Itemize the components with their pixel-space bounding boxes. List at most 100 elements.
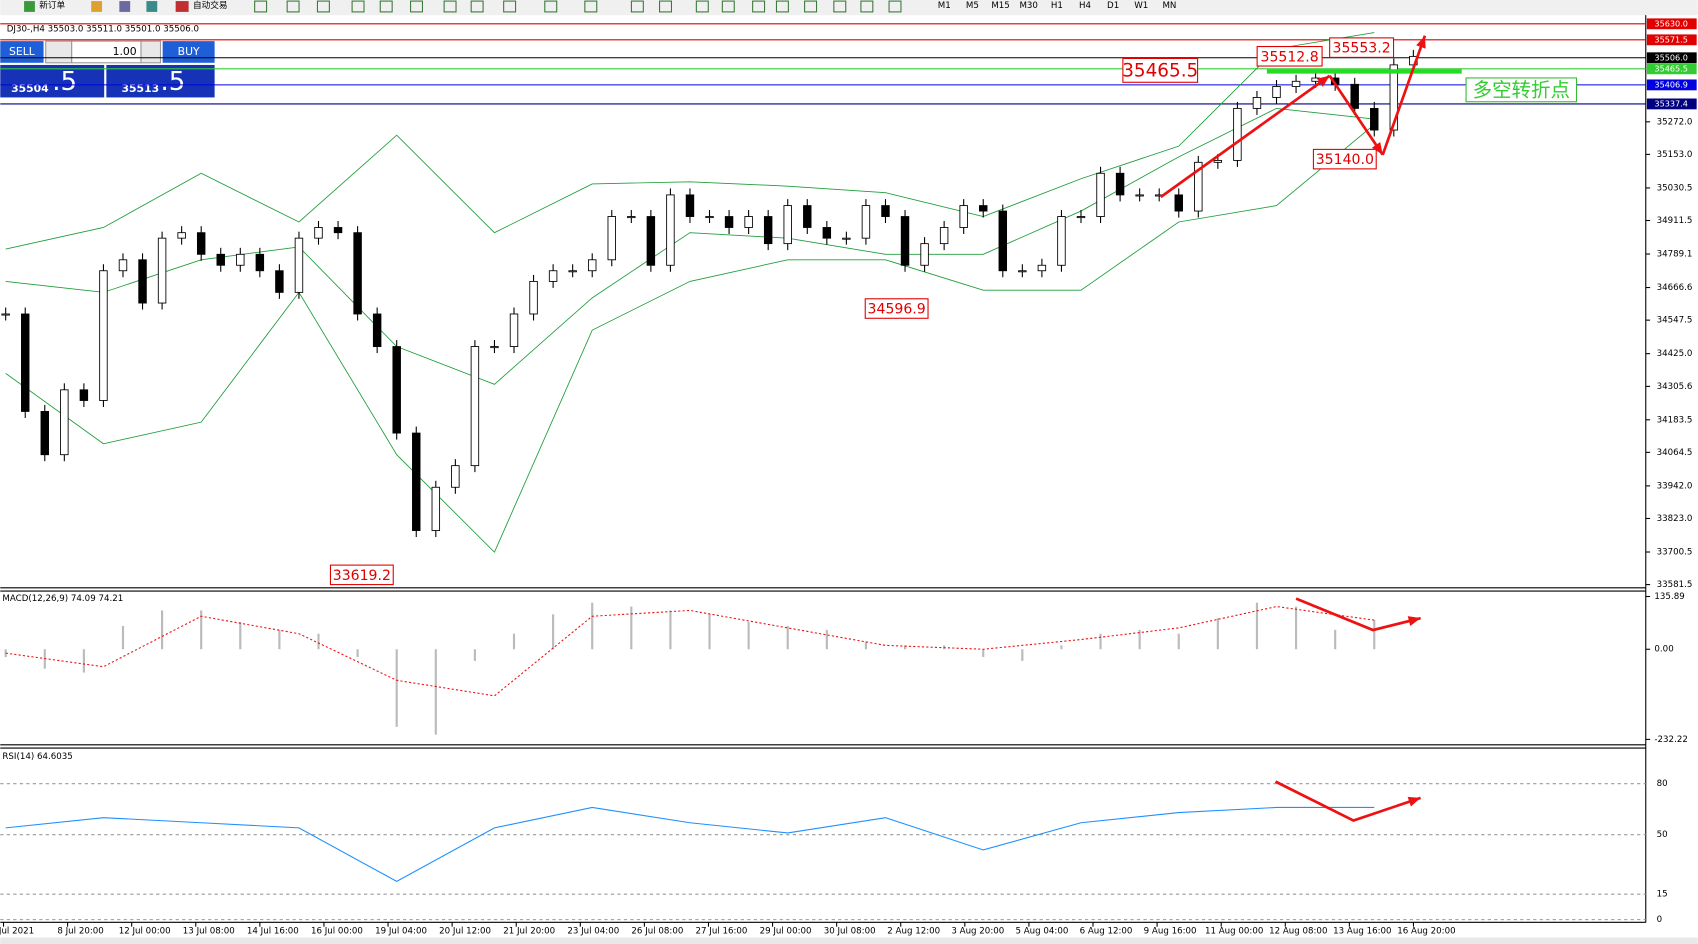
candle [1389,64,1399,131]
macd-bar [200,610,203,650]
candle [196,232,206,255]
candle [861,205,871,239]
sell-price[interactable]: 35504 [11,82,49,95]
macd-signal [5,605,1375,697]
price-label-box [1646,79,1697,91]
macd-bar [1060,645,1063,650]
candle [1233,107,1242,161]
trend-arrow-head [1316,75,1330,87]
price-label: 35337.4 [1654,98,1688,108]
macd-bar [1255,602,1259,650]
sell-label[interactable]: SELL [9,45,35,58]
buy-price[interactable]: 35513 [122,82,160,95]
y-tick-label: 34183.5 [1657,415,1693,425]
rsi-arrow [1274,780,1422,823]
candle [959,205,968,228]
annotation-box [1312,148,1377,170]
candle [705,216,714,219]
new-order[interactable]: 新订单 [39,0,65,11]
candle [1018,270,1027,273]
timeframe-button[interactable]: W1 [1134,1,1148,11]
macd-bar [786,625,789,650]
trend-arrow-head [1371,142,1383,155]
macd-bar [747,622,750,650]
macd-bar [825,629,828,650]
trend-arrow-head [1416,35,1426,49]
candle [157,237,167,304]
buy-label[interactable]: BUY [178,45,200,58]
timeframe-button[interactable]: M30 [1019,1,1037,11]
price-label-box [1646,63,1697,75]
rsi-tick-label: 50 [1657,830,1668,840]
candle [627,216,636,219]
macd-bar [552,614,555,650]
candle [314,227,323,239]
price-label-box [1646,52,1697,64]
price-label: 35630.0 [1654,18,1688,28]
toolbar-icon [860,0,874,13]
macd-tick-label: -232.22 [1654,735,1687,745]
y-tick-label: 33942.0 [1657,481,1693,491]
annotation-label: 35465.5 [1122,60,1198,81]
x-tick-label: 13 Jul 08:00 [183,927,235,937]
lot-down[interactable] [45,40,73,64]
timeframe-button[interactable]: M5 [966,1,979,11]
note-label: 多空转折点 [1473,78,1570,101]
candle [822,227,832,239]
bollinger-upper [5,32,1375,250]
toolbar-icon [410,0,424,13]
y-tick-label: 35272.0 [1657,117,1693,127]
timeframe-button[interactable]: D1 [1107,1,1119,11]
toolbar-icon [316,0,330,13]
candle [1370,107,1379,131]
annotation-box [1122,57,1199,83]
candle [529,280,538,315]
sell-price-fraction[interactable]: .5 [52,67,77,97]
candle [431,486,441,531]
candle [470,346,480,467]
macd-bar [982,649,985,658]
annotation-label: 35512.8 [1261,49,1319,65]
x-tick-label: 5 Aug 04:00 [1015,927,1068,937]
y-tick-label: 34666.6 [1657,283,1693,293]
macd-bar [903,645,907,650]
bollinger-middle [5,107,1375,385]
candle [998,210,1008,272]
rsi-tick-label: 80 [1657,779,1668,789]
candle [1252,97,1262,109]
price-label: 35406.9 [1654,79,1688,89]
buy-price-fraction[interactable]: .5 [160,67,185,97]
lot-size[interactable]: 1.00 [113,45,137,58]
toolbar-icon [379,0,393,13]
timeframe-button[interactable]: MN [1162,1,1176,11]
icon [146,1,158,12]
macd-tick-label: 135.89 [1654,592,1684,602]
timeframe-button[interactable]: H1 [1051,1,1063,11]
buy-price-box[interactable] [106,64,215,98]
candle [920,243,929,266]
timeframe-button[interactable]: M15 [991,1,1009,11]
lot-up[interactable] [140,40,162,64]
macd-arrow [1295,597,1421,632]
bollinger-lower [5,124,1375,553]
annotation-box [864,298,929,319]
auto-trading[interactable]: 自动交易 [193,0,228,11]
macd-bar [708,614,711,650]
x-tick-label: 16 Aug 20:00 [1397,927,1455,937]
macd-bar [317,633,320,650]
annotation-label: 35553.2 [1333,41,1391,57]
timeframe-button[interactable]: M1 [938,1,951,11]
candle [1272,86,1281,98]
timeframe-button[interactable]: H4 [1079,1,1092,11]
status-bar [0,937,1698,944]
macd-bar [1099,633,1102,650]
x-tick-label: 20 Jul 12:00 [439,927,491,937]
macd-bar [1021,649,1024,661]
y-tick-label: 33823.0 [1657,514,1693,524]
candle [255,253,265,272]
candle [40,411,50,456]
price-label-box [1646,18,1697,30]
sell-price-box[interactable] [0,64,105,98]
